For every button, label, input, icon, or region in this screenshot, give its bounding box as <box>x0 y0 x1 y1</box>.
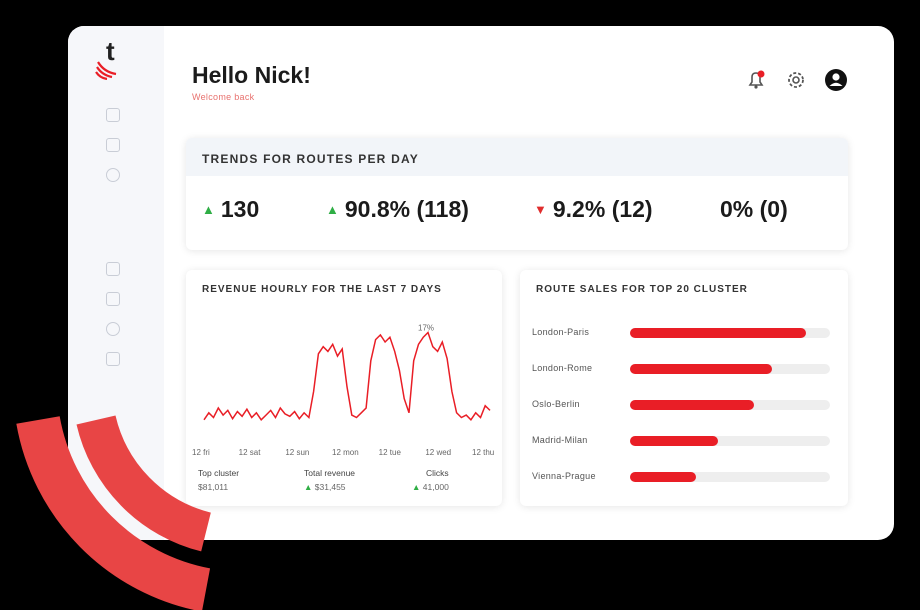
bar-label: Oslo-Berlin <box>532 399 580 409</box>
page-title: Hello Nick! <box>192 62 311 88</box>
route-bar <box>630 472 696 482</box>
x-tick-label: 12 sun <box>285 448 310 457</box>
sidebar: t <box>68 26 164 540</box>
x-tick-label: 12 wed <box>425 448 452 457</box>
signal-waves-icon <box>95 61 117 80</box>
stat-value: $81,011 <box>198 482 229 492</box>
bell-icon[interactable] <box>744 68 768 92</box>
route-bar <box>630 400 754 410</box>
stat-label: Total revenue <box>304 468 356 478</box>
metric-increase: ▲ 90.8% (118) <box>326 196 469 222</box>
users-icon[interactable] <box>106 352 120 366</box>
stat-value: ▲ $31,455 <box>304 482 346 492</box>
dashboard-window: t Hello Nick! Welcome back TRENDS FO <box>68 26 894 540</box>
settings-nav-icon[interactable] <box>106 322 120 336</box>
bar-track <box>630 472 830 482</box>
metric-decrease: ▼ 9.2% (12) <box>534 196 653 222</box>
arrow-up-icon: ▲ <box>412 482 421 492</box>
bar-label: London-Rome <box>532 363 593 373</box>
bar-label: London-Paris <box>532 327 590 337</box>
bar-label: Madrid-Milan <box>532 435 588 445</box>
tickets-icon[interactable] <box>106 138 120 152</box>
bar-label: Vienna-Prague <box>532 471 596 481</box>
bar-track <box>630 436 830 446</box>
route-sales-title: ROUTE SALES FOR TOP 20 CLUSTER <box>536 284 748 295</box>
trends-card: TRENDS FOR ROUTES PER DAY <box>186 138 848 250</box>
bar-track <box>630 364 830 374</box>
route-bar <box>630 364 772 374</box>
x-tick-label: 12 tue <box>378 448 401 457</box>
x-tick-label: 12 thu <box>472 448 495 457</box>
revenue-series-line <box>203 331 491 421</box>
reports-icon[interactable] <box>106 262 120 276</box>
x-tick-label: 12 fri <box>192 448 210 457</box>
revenue-line-chart: 17% <box>203 324 491 421</box>
page-subtitle: Welcome back <box>192 92 255 102</box>
peak-label: 17% <box>418 324 434 333</box>
user-icon[interactable] <box>824 68 848 92</box>
route-bar <box>630 328 806 338</box>
trends-title: TRENDS FOR ROUTES PER DAY <box>202 152 419 166</box>
metric-total: ▲ 130 <box>202 196 260 222</box>
arrow-up-icon: ▲ <box>202 202 215 217</box>
arrow-down-icon: ▼ <box>534 202 547 217</box>
revenue-card: REVENUE HOURLY FOR THE LAST 7 DAYS 17% 1… <box>186 270 502 506</box>
dashboard-icon[interactable] <box>106 108 120 122</box>
app-logo[interactable]: t <box>94 36 134 84</box>
gear-icon[interactable] <box>784 68 808 92</box>
x-tick-label: 12 mon <box>332 448 359 457</box>
route-bar <box>630 436 718 446</box>
stat-value: ▲ 41,000 <box>412 482 449 492</box>
bar-track <box>630 328 830 338</box>
revenue-title: REVENUE HOURLY FOR THE LAST 7 DAYS <box>202 284 442 295</box>
stat-label: Top cluster <box>198 468 240 478</box>
stat-label: Clicks <box>426 468 449 478</box>
route-sales-card: ROUTE SALES FOR TOP 20 CLUSTER London-Pa… <box>520 270 848 506</box>
routes-icon[interactable] <box>106 168 120 182</box>
arrow-up-icon: ▲ <box>304 482 313 492</box>
arrow-up-icon: ▲ <box>326 202 339 217</box>
bar-track <box>630 400 830 410</box>
calendar-icon[interactable] <box>106 292 120 306</box>
x-tick-label: 12 sat <box>238 448 261 457</box>
metric-unchanged: 0% (0) <box>720 196 788 222</box>
